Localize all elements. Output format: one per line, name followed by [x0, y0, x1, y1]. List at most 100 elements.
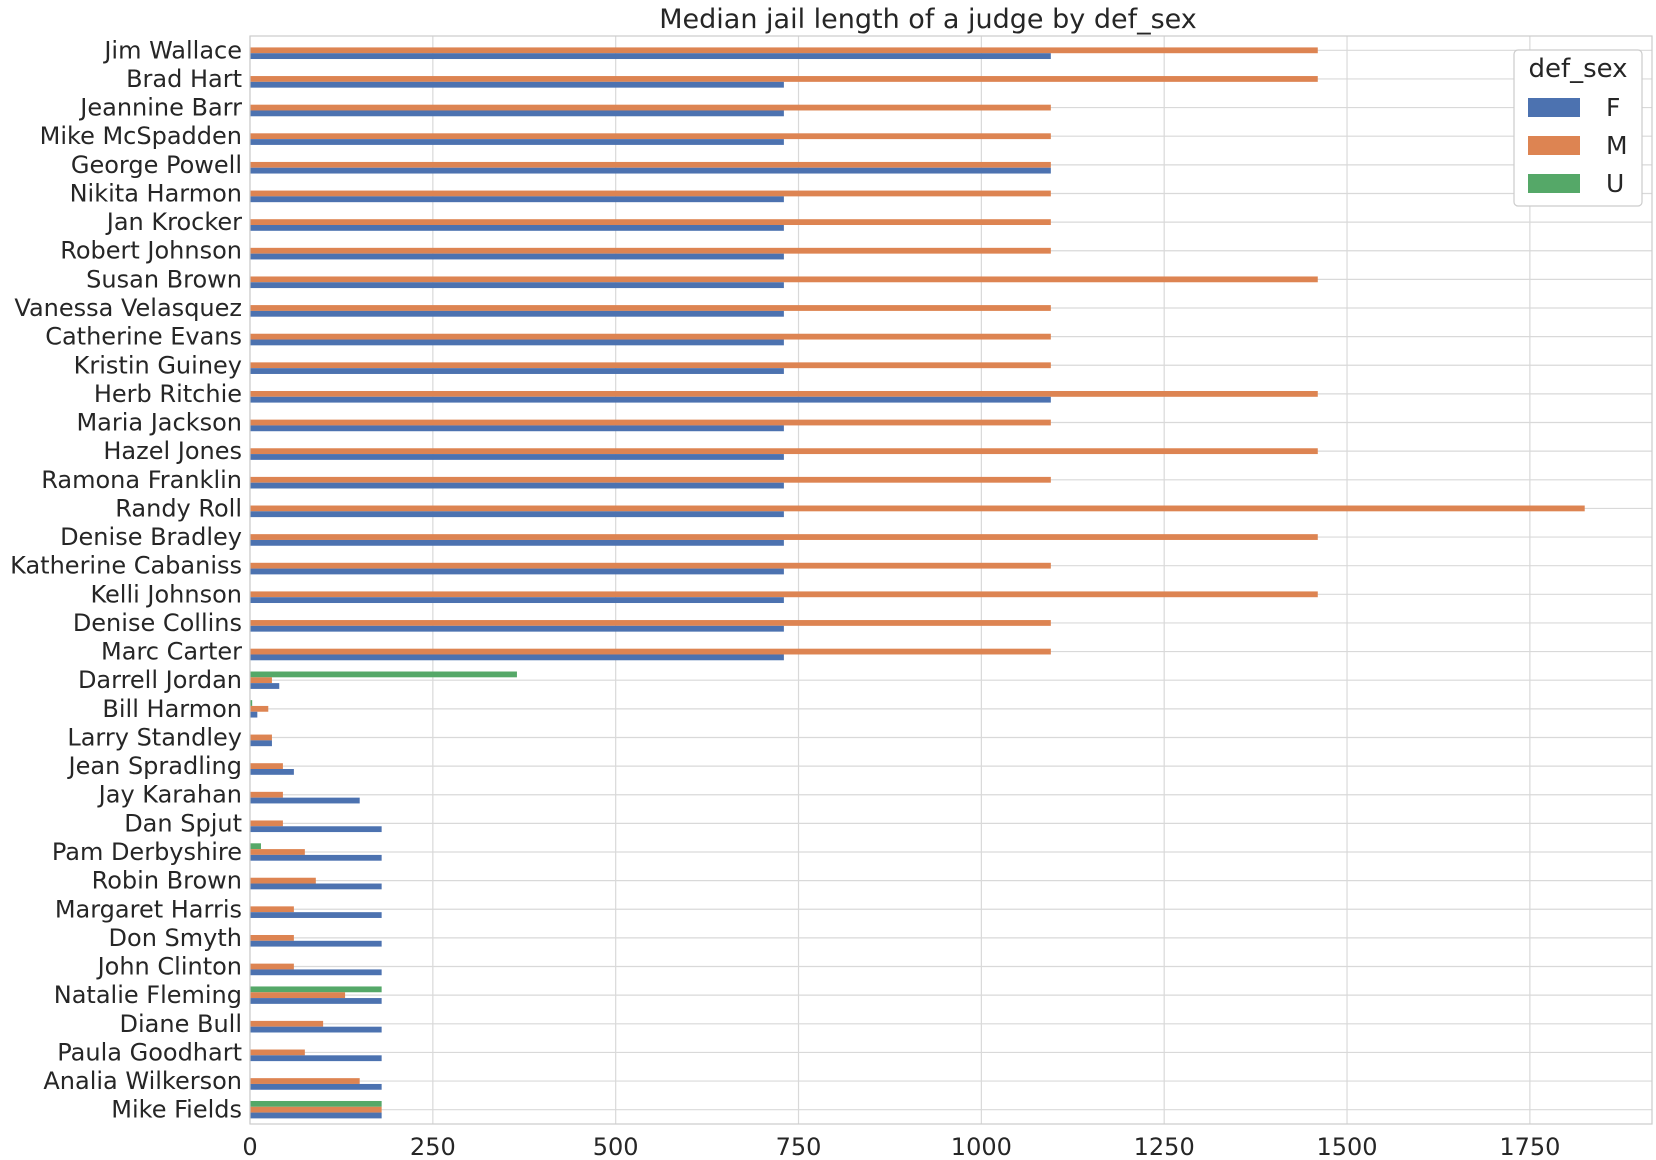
bar-ramona-franklin-f [250, 482, 784, 489]
x-tick-label: 500 [593, 1133, 639, 1160]
bar-randy-roll-f [250, 511, 784, 518]
y-tick-label: Hazel Jones [103, 437, 242, 465]
y-tick-label: John Clinton [96, 953, 242, 981]
bar-john-clinton-m [250, 963, 294, 970]
bar-kelli-johnson-m [250, 591, 1318, 598]
y-tick-label: Larry Standley [67, 723, 242, 751]
bar-robert-johnson-f [250, 253, 784, 260]
bar-mike-fields-f [250, 1112, 382, 1119]
bar-ramona-franklin-m [250, 476, 1051, 483]
legend: def_sex FMU [1513, 49, 1643, 207]
bar-jean-spradling-f [250, 769, 294, 775]
bar-mike-mcspadden-f [250, 139, 784, 145]
bar-pam-derbyshire-u [250, 843, 261, 850]
y-tick-label: Ramona Franklin [41, 466, 242, 494]
bar-jan-krocker-m [250, 219, 1051, 226]
bar-pam-derbyshire-m [250, 849, 305, 855]
bar-kristin-guiney-f [250, 368, 784, 374]
y-tick-label: Don Smyth [109, 924, 242, 952]
bar-herb-ritchie-f [250, 396, 1051, 403]
bar-herb-ritchie-m [250, 390, 1318, 397]
y-tick-label: Paula Goodhart [57, 1038, 242, 1066]
y-tick-label: Analia Wilkerson [43, 1067, 242, 1095]
x-tick-label: 1000 [951, 1133, 1012, 1160]
bar-denise-bradley-m [250, 534, 1318, 540]
legend-swatch-f [1528, 98, 1580, 117]
y-tick-label: Kristin Guiney [74, 351, 242, 379]
y-tick-label: Robert Johnson [60, 237, 242, 265]
bar-nikita-harmon-f [250, 196, 784, 203]
bar-hazel-jones-f [250, 454, 784, 460]
bar-maria-jackson-m [250, 419, 1051, 426]
legend-box [1513, 49, 1643, 207]
bar-jeannine-barr-m [250, 104, 1051, 111]
bar-catherine-evans-f [250, 339, 784, 346]
bar-paula-goodhart-f [250, 1055, 382, 1062]
bar-nikita-harmon-m [250, 190, 1051, 197]
bar-maria-jackson-f [250, 425, 784, 432]
bar-brad-hart-m [250, 76, 1318, 82]
y-tick-label: Robin Brown [92, 867, 242, 895]
bar-natalie-fleming-u [250, 986, 382, 993]
bar-mike-fields-u [250, 1100, 382, 1107]
y-tick-label: Dan Spjut [124, 809, 242, 837]
y-tick-label: Jay Karahan [97, 781, 242, 809]
bar-denise-bradley-f [250, 539, 784, 546]
bar-george-powell-m [250, 161, 1051, 168]
bar-denise-collins-f [250, 625, 784, 632]
bar-diane-bull-f [250, 1026, 382, 1033]
y-tick-label: Nikita Harmon [70, 179, 242, 207]
bar-jim-wallace-m [250, 47, 1318, 54]
x-tick-label: 1750 [1499, 1133, 1560, 1160]
bar-natalie-fleming-m [250, 992, 346, 999]
bar-natalie-fleming-f [250, 998, 382, 1004]
chart-title: Median jail length of a judge by def_sex [659, 4, 1197, 35]
bar-mike-mcspadden-m [250, 133, 1051, 140]
legend-swatch-m [1528, 136, 1580, 155]
y-tick-label: Jean Spradling [67, 752, 242, 780]
y-tick-label: Jan Krocker [105, 208, 242, 236]
x-tick-label: 750 [776, 1133, 822, 1160]
bar-larry-standley-m [250, 734, 272, 741]
bar-analia-wilkerson-f [250, 1083, 382, 1090]
legend-label-f: F [1606, 93, 1620, 122]
x-tick-label: 1250 [1134, 1133, 1195, 1160]
y-tick-label: Maria Jackson [76, 409, 242, 437]
bar-darrell-jordan-u [250, 671, 517, 678]
bar-jan-krocker-f [250, 225, 784, 231]
bar-margaret-harris-f [250, 912, 382, 918]
y-tick-label: Pam Derbyshire [52, 838, 242, 866]
x-tick-label: 1500 [1316, 1133, 1377, 1160]
y-tick-label: Vanessa Velasquez [14, 294, 242, 322]
bar-denise-collins-m [250, 620, 1051, 626]
y-tick-label: Catherine Evans [45, 323, 242, 351]
plot-frame [249, 35, 1653, 1125]
y-tick-label: Marc Carter [101, 638, 242, 666]
bar-don-smyth-f [250, 940, 382, 947]
y-tick-label: Susan Brown [86, 265, 242, 293]
bar-susan-brown-f [250, 282, 784, 289]
bar-kristin-guiney-m [250, 362, 1051, 369]
bar-jeannine-barr-f [250, 110, 784, 117]
y-tick-label: Margaret Harris [55, 895, 242, 923]
legend-label-u: U [1606, 169, 1624, 198]
legend-label-m: M [1606, 131, 1628, 160]
bar-dan-spjut-f [250, 826, 382, 833]
y-tick-label: Mike Fields [111, 1096, 242, 1124]
y-tick-label: Jeannine Barr [78, 94, 242, 122]
bar-vanessa-velasquez-f [250, 310, 784, 317]
y-tick-label: Jim Wallace [102, 36, 242, 64]
y-tick-label: Herb Ritchie [94, 380, 242, 408]
y-tick-label: Randy Roll [115, 494, 242, 522]
bar-jean-spradling-m [250, 763, 283, 770]
bar-george-powell-f [250, 167, 1051, 174]
bar-jay-karahan-m [250, 791, 283, 798]
bar-robin-brown-f [250, 883, 382, 890]
y-tick-label: Diane Bull [120, 1010, 242, 1038]
x-tick-label: 0 [242, 1133, 257, 1160]
bar-randy-roll-m [250, 505, 1585, 512]
bar-hazel-jones-m [250, 448, 1318, 455]
bar-katherine-cabaniss-m [250, 562, 1051, 569]
